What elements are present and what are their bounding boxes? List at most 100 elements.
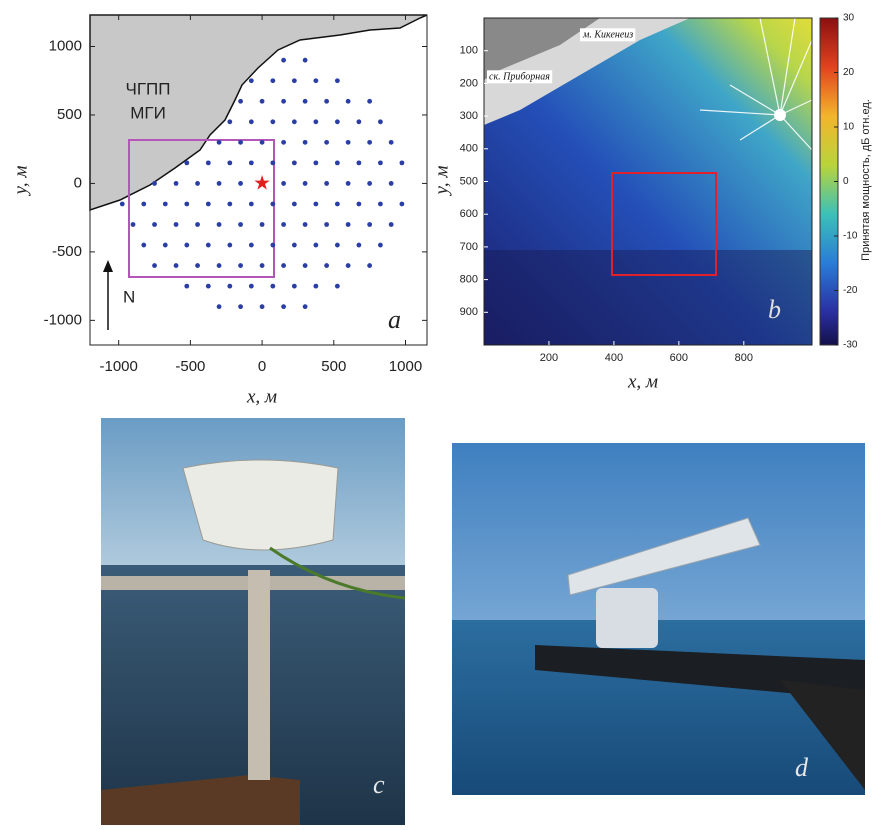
point (303, 99, 308, 104)
point (313, 284, 318, 289)
point (206, 160, 211, 165)
point (292, 78, 297, 83)
colorbar-label: Принятая мощность, дБ отн.ед. (860, 99, 872, 261)
point (281, 140, 286, 145)
point (335, 160, 340, 165)
point (249, 243, 254, 248)
x-tick-label: 500 (321, 358, 346, 375)
point (238, 263, 243, 268)
point (249, 119, 254, 124)
land-label: МГИ (130, 103, 166, 122)
point (217, 263, 222, 268)
point (260, 140, 265, 145)
photo-d (452, 443, 865, 795)
point (141, 243, 146, 248)
x-axis-label: x, м (627, 371, 658, 392)
point (292, 119, 297, 124)
point (346, 181, 351, 186)
point (227, 160, 232, 165)
colorbar-tick-label: -20 (843, 285, 858, 296)
panel-label: d (795, 753, 809, 782)
point (174, 222, 179, 227)
point (303, 263, 308, 268)
point (206, 284, 211, 289)
y-tick-label: 1000 (49, 37, 82, 54)
colorbar-tick-label: 30 (843, 13, 855, 24)
point (324, 181, 329, 186)
y-tick-label: 0 (74, 174, 82, 191)
point (227, 284, 232, 289)
point (281, 222, 286, 227)
point (227, 119, 232, 124)
point (335, 78, 340, 83)
point (174, 263, 179, 268)
point (367, 222, 372, 227)
point (292, 243, 297, 248)
point (260, 222, 265, 227)
point (389, 181, 394, 186)
point (303, 140, 308, 145)
y-tick-label: 800 (460, 274, 478, 286)
point (184, 202, 189, 207)
colorbar-tick-label: -10 (843, 231, 858, 242)
point (292, 284, 297, 289)
point (195, 181, 200, 186)
point (346, 140, 351, 145)
point (174, 181, 179, 186)
point (152, 181, 157, 186)
point (120, 202, 125, 207)
point (238, 99, 243, 104)
point (303, 181, 308, 186)
y-tick-label: 400 (460, 143, 478, 155)
point (400, 160, 405, 165)
y-tick-label: 600 (460, 208, 478, 220)
point (346, 99, 351, 104)
point (378, 243, 383, 248)
point (281, 58, 286, 63)
radar-shade (484, 250, 812, 345)
y-tick-label: 300 (460, 110, 478, 122)
point (249, 78, 254, 83)
point (292, 202, 297, 207)
y-tick-label: 500 (57, 106, 82, 123)
colorbar-tick-label: -30 (843, 340, 858, 351)
point (270, 243, 275, 248)
point (303, 304, 308, 309)
point (195, 222, 200, 227)
point (356, 119, 361, 124)
point (313, 119, 318, 124)
y-tick-label: 700 (460, 241, 478, 253)
point (335, 119, 340, 124)
point (260, 304, 265, 309)
colorbar-tick-label: 0 (843, 176, 849, 187)
point (389, 140, 394, 145)
annotation: ск. Приборная (489, 71, 550, 82)
origin-star: ★ (253, 173, 271, 195)
y-tick-label: 100 (460, 45, 478, 57)
point (313, 243, 318, 248)
point (217, 304, 222, 309)
x-tick-label: 400 (605, 352, 623, 364)
point (324, 222, 329, 227)
point (238, 304, 243, 309)
point (217, 222, 222, 227)
x-tick-label: -500 (175, 358, 205, 375)
x-tick-label: 200 (540, 352, 558, 364)
point (270, 284, 275, 289)
x-tick-label: 600 (670, 352, 688, 364)
starburst-center (774, 109, 786, 121)
x-tick-label: -1000 (99, 358, 137, 375)
point (152, 222, 157, 227)
point (367, 99, 372, 104)
point (367, 181, 372, 186)
point (238, 181, 243, 186)
point (141, 202, 146, 207)
point (335, 284, 340, 289)
x-tick-label: 1000 (389, 358, 422, 375)
point (163, 243, 168, 248)
point (270, 78, 275, 83)
point (335, 202, 340, 207)
point (313, 202, 318, 207)
